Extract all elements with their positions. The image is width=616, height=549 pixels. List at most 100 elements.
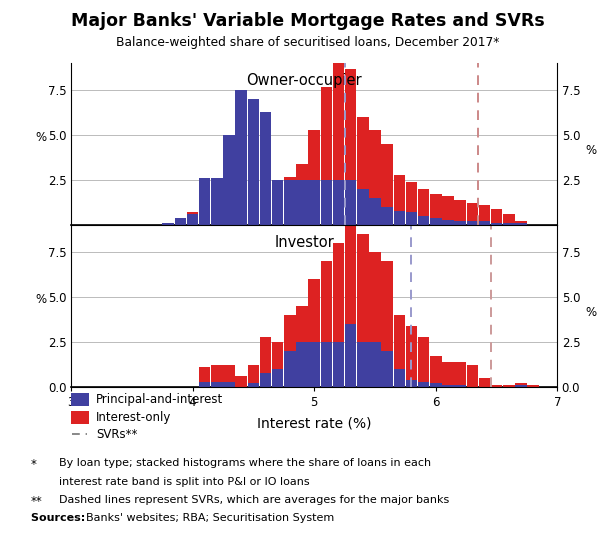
Text: Major Banks' Variable Mortgage Rates and SVRs: Major Banks' Variable Mortgage Rates and… bbox=[71, 12, 545, 30]
Bar bbox=[357, 234, 368, 342]
Bar bbox=[333, 45, 344, 180]
Text: Interest-only: Interest-only bbox=[96, 411, 171, 424]
Y-axis label: %: % bbox=[36, 293, 47, 306]
Bar bbox=[174, 218, 186, 225]
Bar bbox=[418, 382, 429, 387]
Text: By loan type; stacked histograms where the share of loans in each: By loan type; stacked histograms where t… bbox=[59, 458, 431, 468]
Bar bbox=[394, 211, 405, 225]
Bar bbox=[406, 380, 417, 387]
Text: *: * bbox=[31, 458, 37, 472]
Text: Investor: Investor bbox=[275, 235, 334, 250]
Bar bbox=[515, 383, 527, 385]
Bar bbox=[430, 194, 442, 218]
Bar bbox=[248, 366, 259, 383]
Bar bbox=[442, 362, 454, 385]
Bar bbox=[381, 351, 393, 387]
Bar bbox=[235, 376, 247, 387]
Bar bbox=[394, 175, 405, 211]
Bar bbox=[527, 385, 539, 387]
Bar bbox=[260, 112, 271, 225]
Bar bbox=[406, 326, 417, 380]
Bar bbox=[272, 180, 283, 225]
Bar bbox=[466, 204, 478, 221]
Y-axis label: %: % bbox=[586, 306, 597, 319]
Bar bbox=[479, 378, 490, 387]
Bar bbox=[381, 207, 393, 225]
Bar bbox=[272, 342, 283, 369]
Bar bbox=[369, 198, 381, 225]
Bar bbox=[187, 214, 198, 225]
Bar bbox=[406, 182, 417, 212]
Bar bbox=[479, 205, 490, 221]
Bar bbox=[320, 342, 332, 387]
Bar bbox=[320, 261, 332, 342]
Bar bbox=[272, 369, 283, 387]
Bar bbox=[235, 90, 247, 225]
Text: SVRs**: SVRs** bbox=[96, 428, 137, 441]
Bar bbox=[442, 385, 454, 387]
Bar bbox=[503, 223, 514, 225]
Bar bbox=[357, 189, 368, 225]
Bar bbox=[320, 180, 332, 225]
Bar bbox=[284, 351, 296, 387]
Bar bbox=[491, 385, 503, 387]
Bar bbox=[369, 252, 381, 342]
Bar bbox=[479, 221, 490, 225]
Bar bbox=[357, 117, 368, 189]
Bar bbox=[199, 382, 211, 387]
Text: Balance-weighted share of securitised loans, December 2017*: Balance-weighted share of securitised lo… bbox=[116, 36, 500, 49]
Bar bbox=[515, 385, 527, 387]
Bar bbox=[248, 99, 259, 225]
Bar bbox=[455, 200, 466, 221]
Bar bbox=[466, 366, 478, 387]
Bar bbox=[284, 177, 296, 180]
Text: Owner-occupier: Owner-occupier bbox=[246, 73, 362, 88]
Bar bbox=[515, 223, 527, 225]
Bar bbox=[309, 342, 320, 387]
Bar bbox=[455, 385, 466, 387]
Bar bbox=[455, 221, 466, 225]
Text: Dashed lines represent SVRs, which are averages for the major banks: Dashed lines represent SVRs, which are a… bbox=[59, 495, 449, 505]
Bar bbox=[394, 369, 405, 387]
Bar bbox=[394, 315, 405, 369]
Bar bbox=[369, 342, 381, 387]
Bar bbox=[296, 180, 308, 225]
Bar bbox=[223, 366, 235, 382]
Y-axis label: %: % bbox=[586, 144, 597, 157]
Bar bbox=[430, 383, 442, 387]
Bar bbox=[211, 382, 222, 387]
Bar bbox=[284, 315, 296, 351]
Bar bbox=[345, 69, 357, 180]
Bar bbox=[442, 197, 454, 220]
Bar bbox=[71, 411, 89, 424]
Text: **: ** bbox=[31, 495, 43, 508]
Bar bbox=[503, 214, 514, 223]
Text: Sources:: Sources: bbox=[31, 513, 93, 523]
Bar bbox=[248, 383, 259, 387]
Bar bbox=[491, 223, 503, 225]
Bar bbox=[466, 221, 478, 225]
Bar bbox=[418, 216, 429, 225]
Bar bbox=[418, 337, 429, 382]
Bar bbox=[357, 342, 368, 387]
Bar bbox=[430, 218, 442, 225]
Bar bbox=[491, 209, 503, 223]
Bar bbox=[418, 189, 429, 216]
Bar bbox=[381, 144, 393, 207]
Text: interest rate band is split into P&I or IO loans: interest rate band is split into P&I or … bbox=[59, 477, 309, 486]
Bar bbox=[211, 178, 222, 225]
Text: Principal-and-interest: Principal-and-interest bbox=[96, 393, 223, 406]
Bar bbox=[260, 373, 271, 387]
Bar bbox=[187, 212, 198, 214]
Bar bbox=[71, 393, 89, 406]
Bar bbox=[333, 342, 344, 387]
Bar bbox=[296, 164, 308, 180]
Bar bbox=[284, 180, 296, 225]
Bar bbox=[503, 385, 514, 387]
Bar bbox=[333, 180, 344, 225]
Bar bbox=[223, 135, 235, 225]
Bar bbox=[515, 221, 527, 223]
Bar bbox=[333, 243, 344, 342]
Bar bbox=[406, 212, 417, 225]
X-axis label: Interest rate (%): Interest rate (%) bbox=[257, 416, 371, 430]
